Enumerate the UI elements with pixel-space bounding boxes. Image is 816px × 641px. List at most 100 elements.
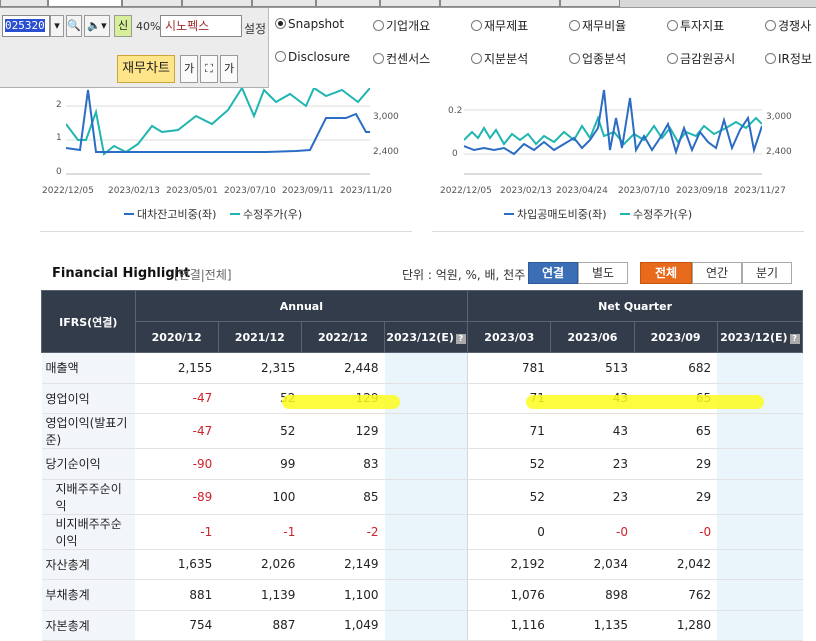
radio-icon (275, 51, 286, 62)
table-cell (384, 549, 468, 580)
option-industry-analysis[interactable]: 업종분석 (569, 50, 626, 67)
radio-icon (471, 20, 482, 31)
table-cell: 2,448 (301, 352, 385, 384)
option-snapshot[interactable]: Snapshot (275, 17, 344, 31)
row-label[interactable]: 영업이익(발표기준) (41, 413, 136, 449)
row-label[interactable]: 비지배주주순이익 (41, 514, 136, 550)
column-header: 2023/12(E)? (716, 321, 804, 353)
table-cell (384, 479, 468, 515)
x-tick: 2022/12/05 (42, 186, 94, 196)
section-title: Financial Highlight (52, 266, 191, 281)
row-label[interactable]: 지배주주순이익 (41, 479, 136, 515)
option-company-overview[interactable]: 기업개요 (373, 17, 430, 34)
table-cell (717, 413, 803, 449)
short-selling-chart: 0.2 0 3,000 2,400 2022/12/05 2023/02/13 … (432, 88, 804, 232)
table-cell: 52 (467, 448, 551, 480)
stock-name-field[interactable]: 시노펙스 (160, 15, 242, 37)
row-label[interactable]: 매출액 (41, 352, 136, 384)
tab[interactable] (252, 0, 316, 7)
table-cell: 2,149 (301, 549, 385, 580)
table-cell: 129 (301, 413, 385, 449)
option-competitors[interactable]: 경쟁사 (765, 17, 811, 34)
table-cell: 23 (550, 479, 635, 515)
highlighter-mark (282, 395, 400, 409)
table-cell: 1,135 (550, 610, 635, 641)
help-icon[interactable]: ? (789, 333, 800, 344)
radio-icon (765, 53, 776, 64)
x-tick: 2023/11/20 (340, 186, 392, 196)
table-cell: 29 (634, 448, 718, 480)
x-tick: 2023/05/01 (166, 186, 218, 196)
table-cell: 1,139 (218, 579, 302, 611)
table-row: 당기순이익 -90 99 83 52 23 29 (41, 448, 803, 480)
tab[interactable] (440, 0, 560, 7)
toggle-consolidated[interactable]: 연결 (528, 262, 578, 284)
row-label[interactable]: 부채총계 (41, 579, 136, 611)
option-ir-info[interactable]: IR정보 (765, 50, 812, 67)
search-icon[interactable]: 🔍 (66, 15, 82, 37)
top-tab-strip (0, 0, 816, 8)
x-tick: 2023/04/24 (556, 186, 608, 196)
row-label[interactable]: 당기순이익 (41, 448, 136, 480)
column-header: 2023/12(E)? (384, 321, 469, 353)
tab[interactable] (122, 0, 182, 7)
tab[interactable] (0, 0, 48, 7)
stock-code-input[interactable]: 025320 (2, 15, 50, 37)
stock-lending-chart: 2 1 0 3,000 2,400 2022/12/05 2023/02/13 … (40, 88, 412, 232)
speaker-icon[interactable]: 🔈▾ (84, 15, 110, 37)
table-cell: 754 (135, 610, 219, 641)
tab[interactable] (316, 0, 380, 7)
row-label[interactable]: 자산총계 (41, 549, 136, 580)
fullscreen-icon[interactable]: ⛶ (200, 55, 218, 83)
option-financial-ratios[interactable]: 재무비율 (569, 17, 626, 34)
option-disclosure[interactable]: Disclosure (275, 50, 350, 64)
option-financial-statements[interactable]: 재무제표 (471, 17, 528, 34)
toggle-quarter[interactable]: 분기 (742, 262, 792, 284)
help-icon[interactable]: ? (455, 333, 466, 344)
toggle-all[interactable]: 전체 (640, 262, 692, 284)
toggle-annual[interactable]: 연간 (692, 262, 742, 284)
chart-plot-area (66, 88, 370, 175)
option-fss-disclosure[interactable]: 금감원공시 (667, 50, 735, 67)
quarter-header: Net Quarter (467, 290, 803, 322)
tab-active[interactable] (48, 0, 122, 7)
toggle-separate[interactable]: 별도 (578, 262, 628, 284)
option-ownership-analysis[interactable]: 지분분석 (471, 50, 528, 67)
table-cell: 1,076 (467, 579, 551, 611)
x-tick: 2023/11/27 (734, 186, 786, 196)
table-cell: -0 (634, 514, 718, 550)
x-tick: 2022/12/05 (440, 186, 492, 196)
x-tick: 2023/09/11 (282, 186, 334, 196)
row-label[interactable]: 자본총계 (41, 610, 136, 641)
table-cell: 100 (218, 479, 302, 515)
table-cell: 1,635 (135, 549, 219, 580)
y-left-tick: 1 (56, 133, 62, 143)
annual-header: Annual (134, 290, 469, 322)
y-left-tick: 2 (56, 100, 62, 110)
font-increase-icon[interactable]: 가 (180, 55, 198, 83)
x-tick: 2023/02/13 (108, 186, 160, 196)
settings-label[interactable]: 설정 (244, 22, 267, 36)
table-cell: 781 (467, 352, 551, 384)
financial-chart-button[interactable]: 재무차트 (117, 55, 175, 83)
radio-icon (569, 20, 580, 31)
table-cell: -1 (135, 514, 219, 550)
table-cell: 762 (634, 579, 718, 611)
option-consensus[interactable]: 컨센서스 (373, 50, 430, 67)
row-label[interactable]: 영업이익 (41, 383, 136, 414)
table-row: 자산총계 1,635 2,026 2,149 2,192 2,034 2,042 (41, 549, 803, 580)
dropdown-arrow-icon[interactable]: ▾ (50, 15, 64, 37)
table-cell: 1,049 (301, 610, 385, 641)
table-cell: -1 (218, 514, 302, 550)
sin-badge[interactable]: 신 (114, 15, 132, 37)
radio-selected-icon (275, 18, 286, 29)
tab[interactable] (380, 0, 440, 7)
table-row: 비지배주주순이익 -1 -1 -2 0 -0 -0 (41, 514, 803, 550)
font-decrease-icon[interactable]: 가 (220, 55, 238, 83)
table-cell (384, 413, 468, 449)
tab[interactable] (182, 0, 252, 7)
legend-item: 수정주가(우) (230, 206, 302, 222)
tab[interactable] (560, 0, 620, 7)
option-investment-indicators[interactable]: 투자지표 (667, 17, 724, 34)
table-cell: 2,315 (218, 352, 302, 384)
